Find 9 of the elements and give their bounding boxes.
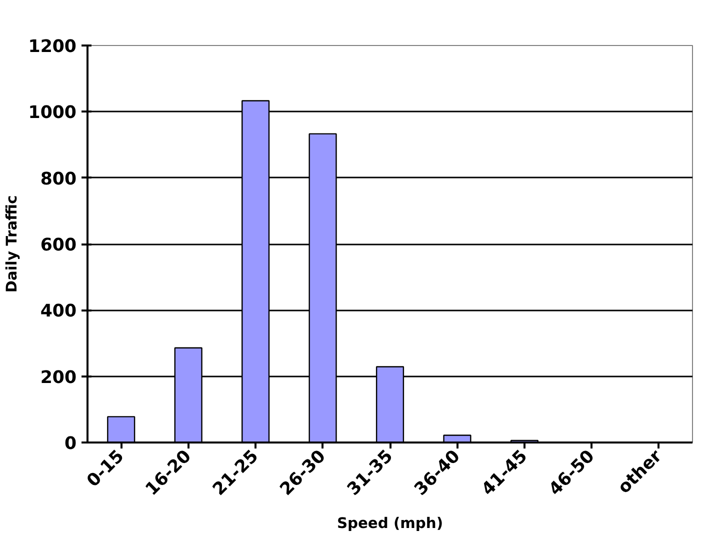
y-tick-label: 200 bbox=[40, 368, 76, 388]
y-axis-title: Daily Traffic bbox=[3, 195, 20, 293]
x-axis-title: Speed (mph) bbox=[336, 514, 444, 532]
y-tick-label: 400 bbox=[40, 302, 76, 322]
y-tick-label: 0 bbox=[64, 434, 77, 454]
y-tick-label: 600 bbox=[40, 236, 76, 256]
y-tick-label: 1200 bbox=[28, 37, 77, 57]
y-tick-label: 800 bbox=[40, 169, 76, 190]
y-tick-label: 1000 bbox=[28, 103, 77, 124]
